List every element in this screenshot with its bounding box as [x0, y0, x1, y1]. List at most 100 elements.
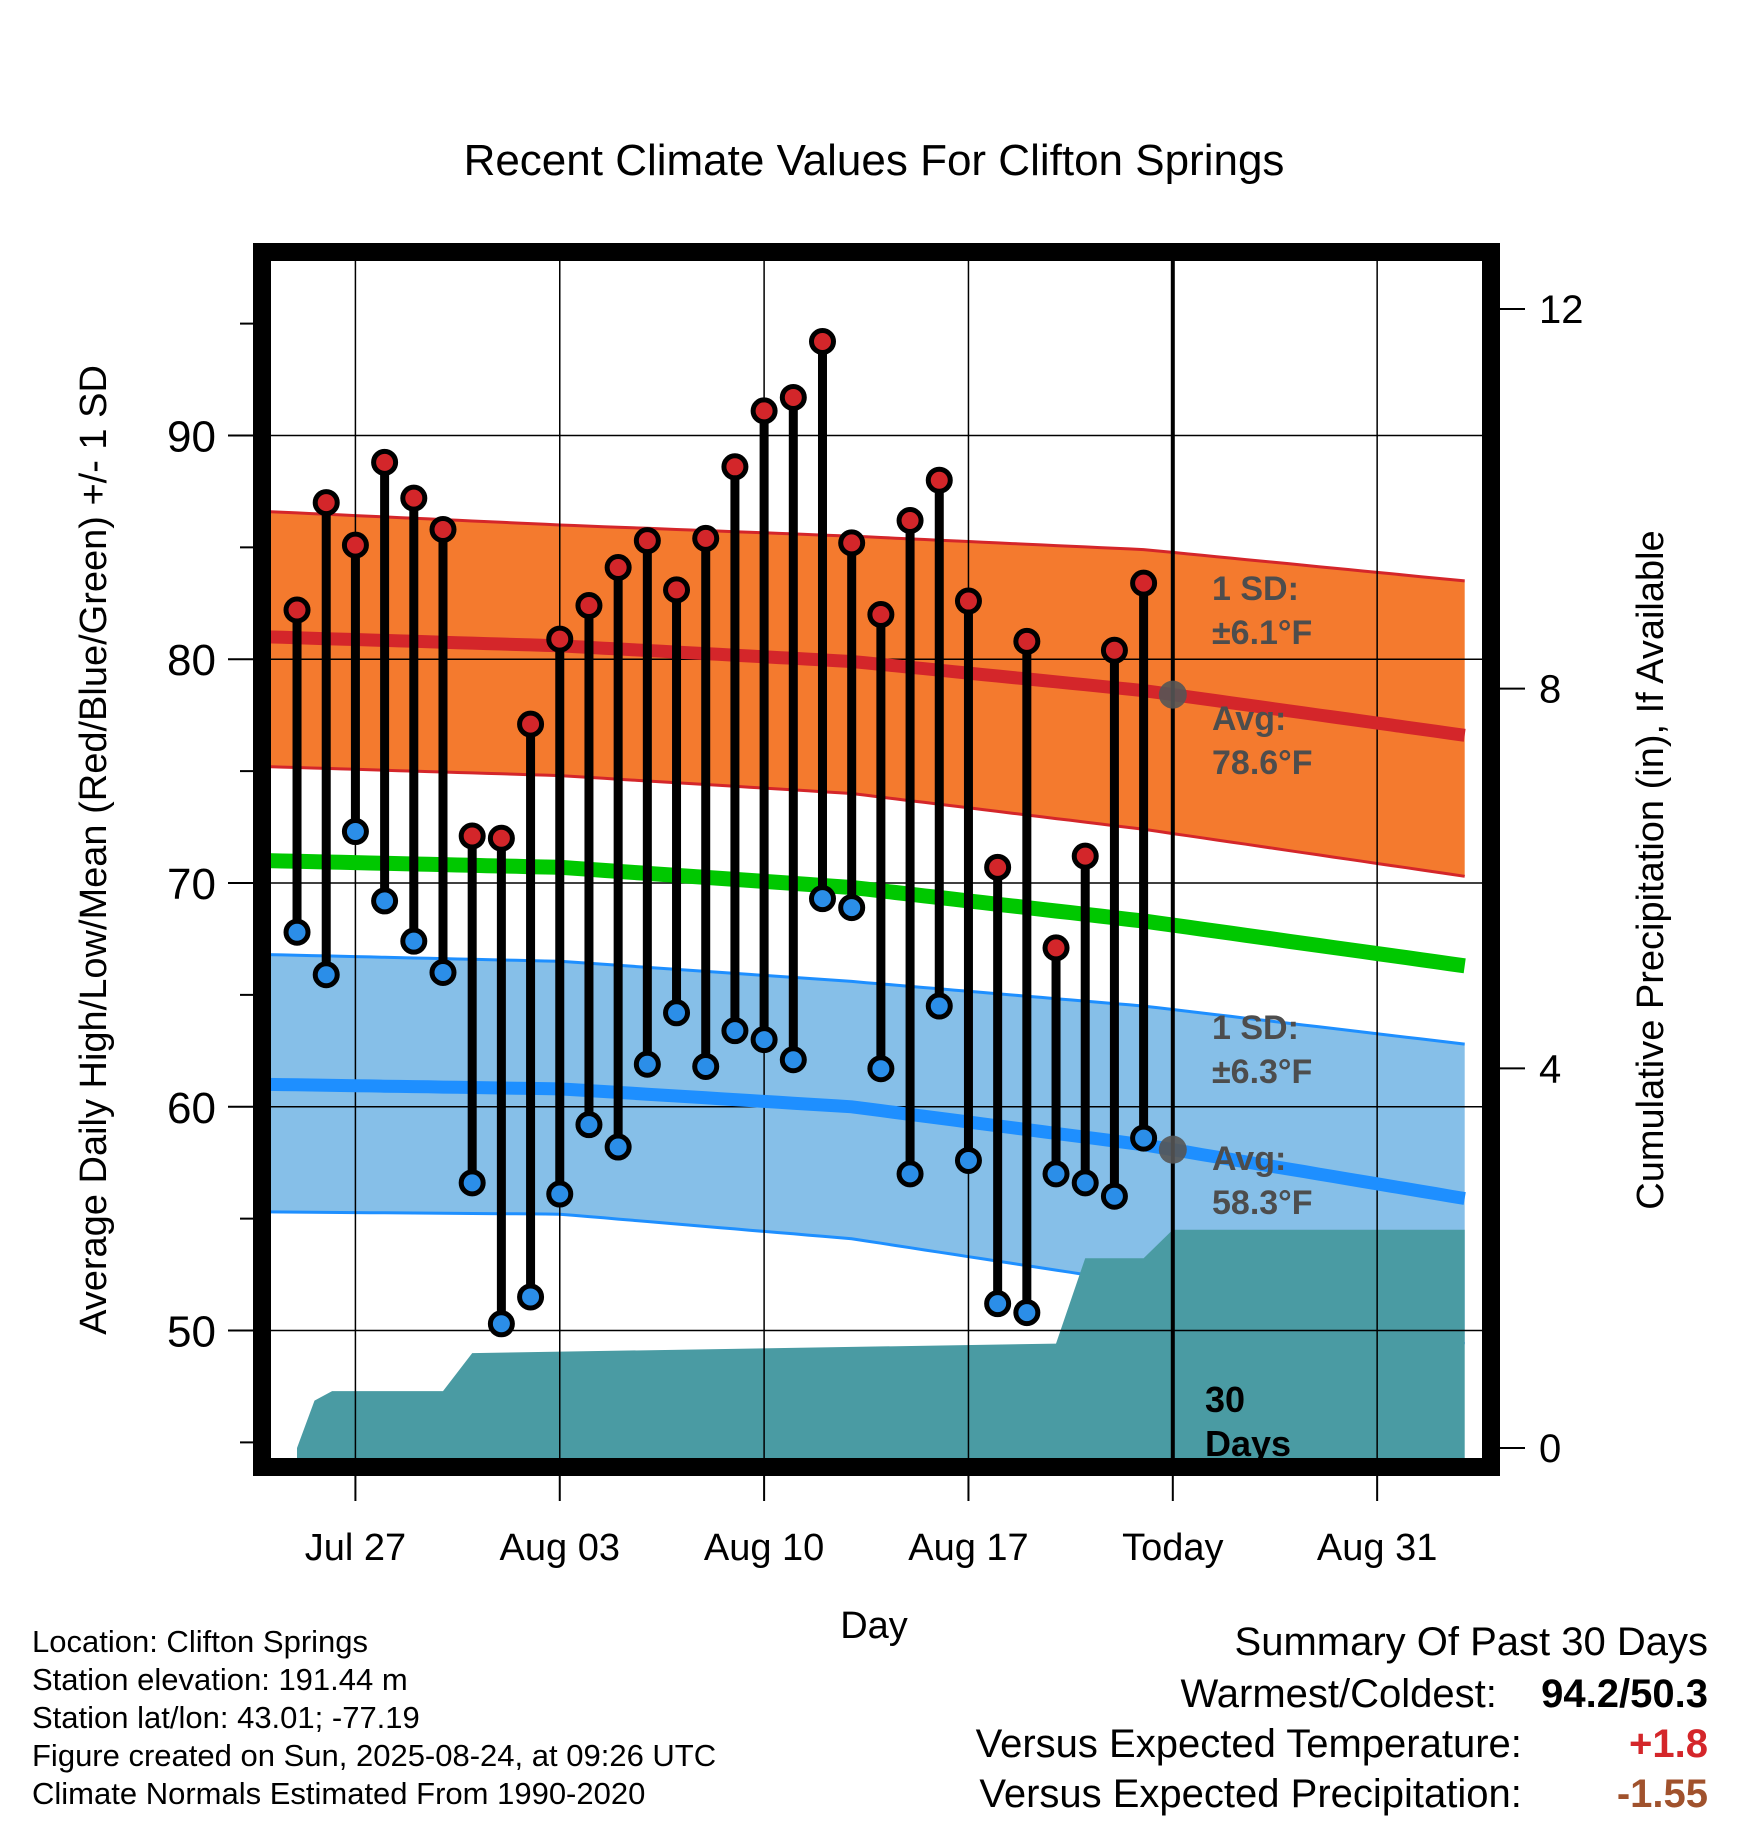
daily-high-point — [283, 596, 311, 624]
daily-high-point — [517, 710, 545, 738]
today-marker — [1158, 252, 1187, 1467]
daily-high-point — [896, 507, 924, 535]
high-band-upper-edge — [267, 510, 1465, 583]
temp-label: Versus Expected Temperature: — [975, 1722, 1522, 1766]
daily-low-point — [692, 1052, 720, 1080]
days-label-b: Days — [1205, 1423, 1291, 1464]
normal-lines — [267, 630, 1466, 1205]
low-avg-label: Avg: — [1212, 1140, 1286, 1178]
daily-low-point — [925, 992, 953, 1020]
x-tick-label: Aug 03 — [500, 1527, 620, 1569]
daily-high-point — [546, 625, 574, 653]
daily-high-point — [400, 484, 428, 512]
daily-low-point — [663, 999, 691, 1027]
normal-high-line — [267, 630, 1466, 742]
y-tick-label: 50 — [167, 1308, 216, 1357]
daily-low-point — [633, 1050, 661, 1078]
annotations: 1 SD: ±6.1°F Avg: 78.6°F 1 SD: ±6.3°F Av… — [1205, 570, 1313, 1464]
daily-observations — [283, 328, 1158, 1338]
daily-low-point — [341, 818, 369, 846]
elevation-text: Station elevation: 191.44 m — [32, 1662, 408, 1697]
daily-low-point — [575, 1111, 603, 1139]
daily-high-point — [1013, 627, 1041, 655]
daily-low-point — [458, 1169, 486, 1197]
axes: 50 60 70 80 90 0 4 8 12 Jul 27 Aug 03 Aug 10 Aug 17 T… — [167, 288, 1583, 1569]
daily-high-point — [458, 822, 486, 850]
y-tick-label: 60 — [167, 1084, 216, 1133]
latlon-text: Station lat/lon: 43.01; -77.19 — [32, 1700, 420, 1735]
summary-warmest-row: Warmest/Coldest: 94.2/50.3 — [1181, 1672, 1709, 1717]
daily-low-point — [838, 894, 866, 922]
high-sd-label: 1 SD: — [1212, 570, 1299, 608]
daily-high-point — [925, 466, 953, 494]
daily-low-point — [1071, 1169, 1099, 1197]
daily-low-point — [1013, 1299, 1041, 1327]
daily-high-point — [604, 553, 632, 581]
y2-tick-label: 12 — [1539, 288, 1584, 332]
normals-text: Climate Normals Estimated From 1990-2020 — [32, 1776, 646, 1811]
daily-high-point — [575, 592, 603, 620]
high-sd-value: ±6.1°F — [1212, 614, 1312, 652]
x-tick-label: Aug 17 — [908, 1527, 1028, 1569]
daily-low-point — [867, 1055, 895, 1083]
daily-low-point — [400, 927, 428, 955]
daily-high-point — [954, 587, 982, 615]
summary-temp-row: Versus Expected Temperature: +1.8 — [976, 1722, 1708, 1767]
daily-low-point — [546, 1180, 574, 1208]
daily-high-point — [750, 397, 778, 425]
low-avg-value: 58.3°F — [1212, 1184, 1313, 1222]
today-high-avg-marker — [1158, 680, 1187, 709]
x-axis-label: Day — [840, 1605, 908, 1647]
daily-low-point — [371, 887, 399, 915]
daily-high-point — [692, 524, 720, 552]
high-sd-band — [267, 511, 1465, 877]
created-text: Figure created on Sun, 2025-08-24, at 09… — [32, 1738, 717, 1773]
low-band-upper-edge — [267, 953, 1465, 1046]
daily-low-point — [779, 1046, 807, 1074]
daily-high-point — [1130, 569, 1158, 597]
daily-low-point — [954, 1146, 982, 1174]
daily-low-point — [1100, 1182, 1128, 1210]
y2-tick-label: 4 — [1539, 1047, 1561, 1091]
daily-high-point — [1071, 842, 1099, 870]
daily-low-point — [429, 958, 457, 986]
daily-high-point — [1100, 636, 1128, 664]
high-band-lower-edge — [267, 765, 1465, 878]
daily-high-point — [633, 527, 661, 555]
low-sd-label: 1 SD: — [1212, 1009, 1299, 1047]
precip-value: -1.55 — [1616, 1772, 1708, 1816]
daily-high-point — [487, 824, 515, 852]
warmest-label: Warmest/Coldest: — [1180, 1672, 1497, 1716]
low-sd-value: ±6.3°F — [1212, 1053, 1312, 1091]
y-tick-label: 90 — [167, 412, 216, 461]
high-avg-value: 78.6°F — [1212, 744, 1313, 782]
high-avg-label: Avg: — [1212, 700, 1286, 738]
summary-title: Summary Of Past 30 Days — [1234, 1620, 1708, 1664]
y2-tick-label: 0 — [1539, 1427, 1561, 1471]
plot-frame — [253, 243, 1500, 1476]
daily-high-point — [1042, 934, 1070, 962]
y-axis-label: Average Daily High/Low/Mean (Red/Blue/Gr… — [73, 365, 115, 1335]
normal-low-line — [267, 1077, 1466, 1205]
location-text: Location: Clifton Springs — [32, 1624, 369, 1659]
x-tick-label: Jul 27 — [305, 1527, 406, 1569]
x-tick-label: Today — [1122, 1527, 1223, 1569]
daily-low-point — [1130, 1124, 1158, 1152]
x-tick-label: Aug 31 — [1317, 1527, 1437, 1569]
daily-low-point — [808, 885, 836, 913]
chart-title: Recent Climate Values For Clifton Spring… — [464, 136, 1285, 185]
daily-high-point — [371, 448, 399, 476]
daily-low-point — [283, 918, 311, 946]
daily-low-point — [312, 961, 340, 989]
summary-precip-row: Versus Expected Precipitation: -1.55 — [979, 1772, 1708, 1817]
y-tick-label: 70 — [167, 860, 216, 909]
normal-mean-line — [267, 853, 1466, 974]
y2-tick-label: 8 — [1539, 668, 1561, 712]
daily-low-point — [721, 1017, 749, 1045]
y2-axis-label: Cumulative Precipitation (in), If Availa… — [1630, 530, 1672, 1209]
daily-low-point — [1042, 1160, 1070, 1188]
daily-low-point — [604, 1133, 632, 1161]
daily-low-point — [750, 1026, 778, 1054]
daily-high-point — [867, 600, 895, 628]
